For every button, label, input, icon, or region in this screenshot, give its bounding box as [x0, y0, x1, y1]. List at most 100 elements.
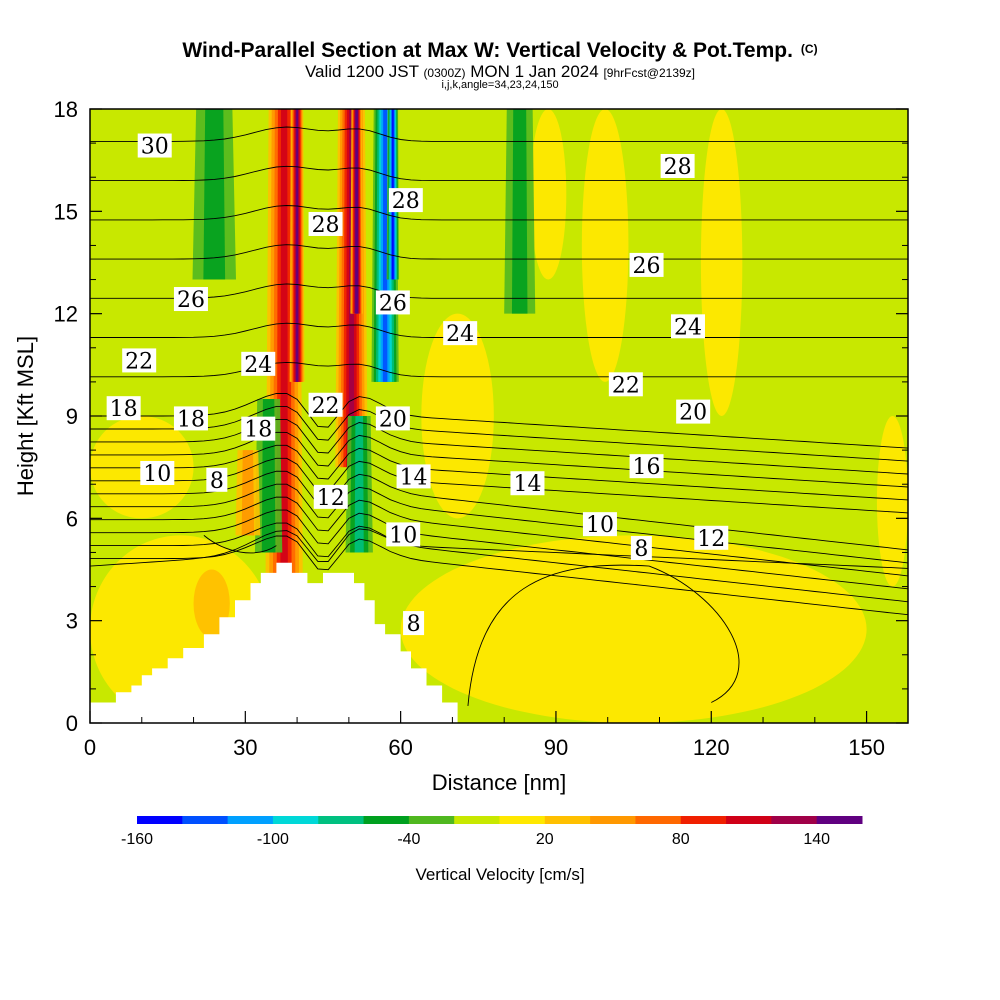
theta-contours: [90, 126, 908, 706]
theta-contour-11: [90, 509, 908, 590]
contour-label-text: 18: [177, 407, 205, 432]
colorbar-swatch-11: [635, 816, 682, 824]
field-patch-6: [530, 109, 567, 280]
contour-label-2: 28: [388, 188, 423, 214]
contour-label-box: [443, 321, 478, 346]
contour-label-20: 14: [510, 471, 545, 497]
theta-contour-17: [90, 431, 908, 488]
w-plume-6: [192, 109, 236, 280]
theta-contour-25: [90, 205, 908, 221]
contour-label-text: 26: [633, 254, 661, 279]
contour-label-text: 18: [110, 397, 138, 422]
theta-contour-9: [90, 535, 908, 616]
w-plume-0-level-5: [280, 109, 288, 580]
colorbar-swatch-3: [272, 816, 319, 824]
theta-contour-8: [90, 528, 908, 569]
contour-label-text: 26: [379, 291, 407, 316]
contour-label-box: [630, 536, 652, 561]
theta-contour-27: [90, 126, 908, 142]
contour-label-5: 26: [375, 290, 410, 316]
colorbar-swatch-5: [363, 816, 410, 824]
contour-label-box: [206, 467, 228, 492]
colorbar-label: Vertical Velocity [cm/s]: [415, 865, 584, 884]
contour-label-text: 22: [312, 394, 340, 419]
w-plume-9-level-2: [511, 109, 528, 314]
contour-label-box: [173, 406, 208, 431]
contour-label-4: 26: [173, 287, 208, 313]
contour-label-9: 24: [670, 314, 705, 340]
y-tick-label: 3: [66, 609, 78, 634]
contour-label-text: 8: [407, 612, 421, 637]
contour-label-text: 12: [697, 527, 725, 552]
field-patch-3: [581, 109, 629, 382]
contour-label-box: [386, 522, 421, 547]
colorbar-swatch-14: [771, 816, 818, 824]
colorbar: -160 -100 -40 20 80 140: [121, 816, 863, 848]
x-tick-label: 90: [544, 735, 568, 760]
colorbar-swatch-1: [182, 816, 229, 824]
terrain: [90, 562, 458, 723]
x-tick-label: 120: [693, 735, 730, 760]
contour-label-text: 22: [612, 373, 640, 398]
contour-label-text: 22: [125, 349, 153, 374]
y-tick-label: 0: [66, 711, 78, 736]
w-plume-4-level-6: [382, 109, 388, 382]
w-plume-3: [350, 109, 363, 314]
colorbar-swatch-2: [227, 816, 274, 824]
terrain-profile: [90, 562, 458, 723]
colorbar-swatch-9: [544, 816, 591, 824]
theta-contour-22: [90, 322, 908, 338]
contour-label-7: 24: [241, 351, 276, 378]
contour-label-box: [694, 525, 729, 550]
contour-label-text: 26: [177, 288, 205, 313]
contour-label-box: [140, 460, 175, 485]
contour-label-box: [313, 484, 348, 509]
colorbar-swatch-4: [318, 816, 365, 824]
theta-contour-16: [90, 444, 908, 501]
x-tick-label: 0: [84, 735, 96, 760]
contour-label-box: [375, 290, 410, 315]
contour-label-text: 24: [674, 315, 702, 340]
theta-contour-12: [90, 496, 908, 577]
contour-label-14: 20: [676, 399, 711, 426]
contour-label-1: 28: [308, 211, 343, 238]
contour-label-28: 8: [403, 611, 425, 637]
field-patch-7: [876, 416, 908, 587]
contour-label-text: 14: [513, 472, 541, 497]
contour-label-text: 30: [141, 135, 169, 160]
contour-label-box: [241, 416, 276, 441]
theta-contour-19: [90, 405, 908, 462]
contour-label-3: 28: [660, 153, 695, 180]
contour-label-text: 24: [244, 353, 272, 378]
x-tick-label: 150: [848, 735, 885, 760]
contour-label-10: 22: [122, 348, 157, 374]
contour-label-box: [660, 153, 695, 178]
colorbar-tick-label: 140: [803, 831, 830, 848]
contour-label-24: 10: [386, 522, 421, 548]
contour-label-text: 8: [634, 537, 648, 562]
contour-label-box: [375, 406, 410, 431]
contour-label-26: 8: [206, 467, 228, 494]
w-plume-8-level-3: [354, 416, 364, 553]
field-patch-2: [700, 109, 743, 416]
colorbar-swatch-6: [408, 816, 455, 824]
contour-label-22: 12: [694, 525, 729, 552]
chart-subtitle: Valid 1200 JST (0300Z) MON 1 Jan 2024 [9…: [305, 62, 695, 81]
colorbar-swatch-0: [137, 816, 183, 824]
contour-label-box: [629, 252, 664, 277]
contour-label-box: [670, 314, 705, 339]
colorbar-tick-label: -160: [121, 831, 153, 848]
contour-label-box: [173, 287, 208, 312]
contour-label-text: 18: [244, 418, 272, 443]
theta-contour-20: [90, 393, 908, 449]
colorbar-swatch-7: [454, 816, 500, 824]
y-tick-label: 9: [66, 404, 78, 429]
contour-label-25: 10: [582, 512, 617, 538]
theta-contour-8-closed: [467, 564, 740, 706]
theta-contour-24: [90, 244, 908, 260]
theta-contour-23: [90, 283, 908, 299]
theta-contour-13: [90, 483, 908, 564]
contour-label-16: 18: [173, 406, 208, 432]
contour-label-text: 20: [379, 407, 407, 432]
